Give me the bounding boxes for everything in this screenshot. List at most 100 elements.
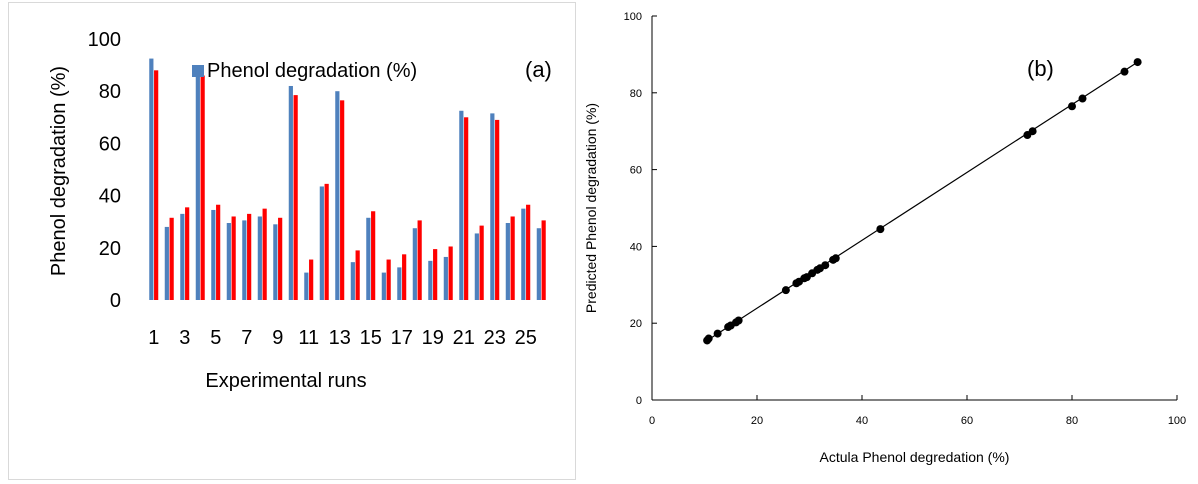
- bar: [324, 183, 329, 300]
- bar-chart-panel: 0 20 40 60 80 100 1 3 5 7 9 11 13 15 17 19 21 23 25 Experim…: [8, 2, 576, 480]
- bar: [226, 223, 231, 300]
- x-tick-label: 5: [210, 327, 221, 349]
- bar: [216, 204, 221, 300]
- bar: [154, 70, 159, 300]
- bar: [448, 246, 453, 300]
- x-tick-label: 13: [329, 327, 351, 349]
- x-tick-label: 0: [649, 415, 655, 427]
- data-point: [1028, 127, 1037, 136]
- y-axis-title: Predicted Phenol degradation (%): [583, 103, 599, 313]
- bar: [371, 211, 376, 300]
- bar: [180, 213, 185, 300]
- x-tick-label: 15: [360, 327, 382, 349]
- x-tick-label: 21: [453, 327, 475, 349]
- bar: [247, 213, 252, 300]
- bar: [433, 249, 438, 300]
- x-tick-label: 25: [515, 327, 537, 349]
- panel-label: (a): [525, 57, 552, 82]
- bar: [231, 216, 236, 300]
- bar: [428, 260, 433, 300]
- bar: [185, 207, 190, 300]
- bar: [526, 204, 531, 300]
- bar: [474, 233, 479, 300]
- bar: [464, 117, 469, 300]
- bar: [164, 226, 169, 300]
- bar: [293, 95, 298, 301]
- bar: [262, 208, 267, 300]
- y-tick-label: 80: [630, 88, 642, 100]
- y-tick-label: 80: [99, 81, 121, 103]
- y-tick-label: 40: [99, 186, 121, 208]
- bar: [510, 216, 515, 300]
- x-tick-label: 11: [298, 327, 319, 349]
- data-point: [1078, 94, 1087, 103]
- data-point: [1133, 58, 1142, 67]
- legend-swatch: [192, 65, 204, 77]
- y-tick-label: 100: [624, 11, 642, 23]
- bar: [195, 65, 200, 300]
- bar: [397, 267, 402, 300]
- bar: [386, 259, 391, 300]
- data-point: [781, 286, 790, 295]
- y-tick-label: 100: [88, 29, 121, 51]
- bar: [200, 75, 205, 300]
- bar: [335, 91, 340, 300]
- bar: [169, 217, 174, 300]
- y-tick-label: 20: [630, 318, 642, 330]
- x-tick-label: 20: [751, 415, 763, 427]
- bar: [257, 216, 262, 300]
- x-tick-label: 9: [272, 327, 283, 349]
- scatter-chart: 0 20 40 60 80 100 0 20 40 60 80 100 Actula Phenol de…: [583, 11, 1186, 465]
- data-point: [734, 316, 743, 325]
- bar: [273, 224, 278, 300]
- y-tick-label: 20: [99, 238, 121, 260]
- bar: [479, 225, 484, 300]
- data-point: [1068, 102, 1076, 111]
- bar: [149, 58, 154, 301]
- bar: [521, 208, 526, 300]
- y-tick-label: 40: [630, 241, 642, 253]
- x-tick-label: 7: [241, 327, 252, 349]
- y-tick-label: 60: [630, 165, 642, 177]
- x-tick-label: 19: [422, 327, 444, 349]
- bar: [490, 113, 495, 300]
- bar: [412, 228, 417, 300]
- bar: [417, 220, 422, 300]
- x-axis-title: Experimental runs: [205, 370, 366, 392]
- x-tick-label: 40: [856, 415, 868, 427]
- bar: [350, 262, 355, 300]
- y-tick-label: 60: [99, 133, 121, 155]
- bar: [340, 100, 345, 301]
- panel-label: (b): [1027, 56, 1054, 81]
- y-tick-label: 0: [110, 290, 121, 312]
- bar: [541, 220, 546, 300]
- x-tick-label: 23: [484, 327, 506, 349]
- bar: [288, 85, 293, 300]
- data-point: [713, 329, 722, 338]
- x-tick-label: 60: [961, 415, 973, 427]
- data-point: [876, 225, 885, 234]
- x-tick-label: 17: [391, 327, 413, 349]
- x-tick-label: 100: [1168, 415, 1186, 427]
- x-tick-label: 80: [1066, 415, 1078, 427]
- x-axis-title: Actula Phenol degredation (%): [820, 449, 1010, 465]
- y-tick-label: 0: [636, 395, 642, 407]
- bar: [242, 220, 247, 300]
- data-point: [704, 334, 713, 343]
- bar: [319, 186, 324, 300]
- data-point: [831, 254, 840, 263]
- bar: [309, 259, 314, 300]
- bar: [381, 272, 386, 300]
- data-point: [821, 261, 830, 270]
- y-axis-title: Phenol degradation (%): [48, 66, 70, 276]
- bar: [366, 217, 371, 300]
- data-point: [1120, 67, 1129, 76]
- fit-line: [706, 61, 1138, 341]
- x-tick-label: 1: [148, 327, 159, 349]
- bar: [505, 223, 510, 300]
- scatter-chart-panel: 0 20 40 60 80 100 0 20 40 60 80 100 Actula Phenol de…: [578, 0, 1198, 484]
- bar: [211, 209, 216, 300]
- bar: [536, 228, 541, 300]
- bar: [495, 119, 500, 300]
